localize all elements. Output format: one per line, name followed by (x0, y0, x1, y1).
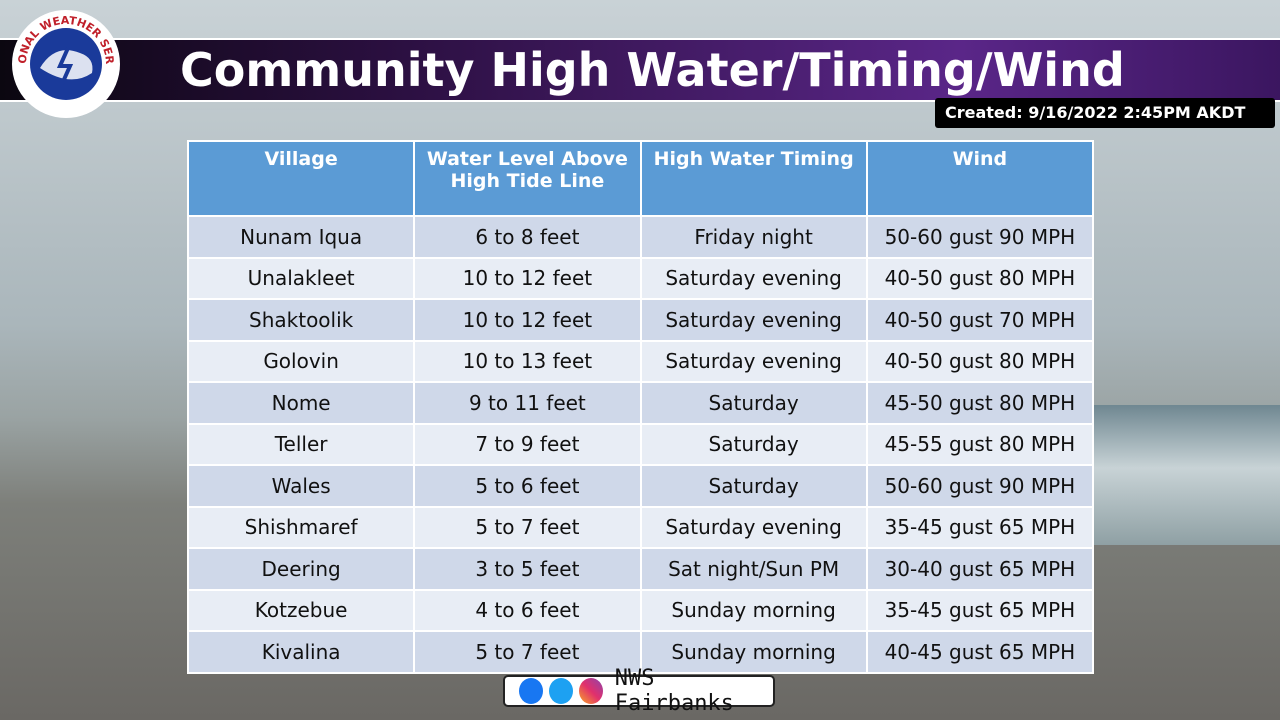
table-row: Kivalina 5 to 7 feet Sunday morning 40-45 g… (186, 630, 1095, 674)
table-cell: 35-45 gust 65 MPH (865, 505, 1095, 549)
table-cell: 40-50 gust 80 MPH (865, 256, 1095, 300)
table-cell: 35-45 gust 65 MPH (865, 588, 1095, 632)
table-cell: 50-60 gust 90 MPH (865, 215, 1095, 259)
header-row: Village Water Level Above High Tide Line H… (186, 140, 1095, 217)
table-cell: Saturday evening (639, 505, 868, 549)
table-row: Golovin 10 to 13 feet Saturday evening 40-5… (186, 339, 1095, 383)
column-header: Water Level Above High Tide Line (413, 140, 642, 217)
table-row: Teller 7 to 9 feet Saturday 45-55 gust 80 M… (186, 422, 1095, 466)
table-cell: Saturday (639, 422, 868, 466)
column-header: Wind (865, 140, 1095, 217)
table-row: Nome 9 to 11 feet Saturday 45-50 gust 80 MP… (186, 381, 1095, 425)
table-cell: Saturday evening (639, 298, 868, 342)
table-cell: Saturday evening (639, 339, 868, 383)
table-cell: 6 to 8 feet (413, 215, 642, 259)
created-stamp: Created: 9/16/2022 2:45PM AKDT (935, 98, 1275, 128)
table-row: Shishmaref 5 to 7 feet Saturday evening 35-… (186, 505, 1095, 549)
table-cell: Kotzebue (186, 588, 416, 632)
table-row: Nunam Iqua 6 to 8 feet Friday night 50-60 g… (186, 215, 1095, 259)
table-cell: 5 to 7 feet (413, 630, 642, 674)
table-cell: 40-50 gust 70 MPH (865, 298, 1095, 342)
table-cell: Golovin (186, 339, 416, 383)
table-cell: Teller (186, 422, 416, 466)
table-cell: 9 to 11 feet (413, 381, 642, 425)
table-cell: 4 to 6 feet (413, 588, 642, 632)
table-cell: Deering (186, 547, 416, 591)
table-cell: Saturday (639, 464, 868, 508)
table-cell: 40-45 gust 65 MPH (865, 630, 1095, 674)
table-row: Kotzebue 4 to 6 feet Sunday morning 35-45 g… (186, 588, 1095, 632)
table-cell: Sunday morning (639, 630, 868, 674)
sea-background (1094, 405, 1280, 545)
title: Community High Water/Timing/Wind (180, 43, 1125, 97)
table-cell: Sat night/Sun PM (639, 547, 868, 591)
footer-label: NWS Fairbanks (614, 666, 734, 716)
table-cell: 10 to 12 feet (413, 256, 642, 300)
table-cell: 5 to 6 feet (413, 464, 642, 508)
twitter-icon (548, 678, 573, 704)
table-cell: Unalakleet (186, 256, 416, 300)
table-cell: 40-50 gust 80 MPH (865, 339, 1095, 383)
table-row: Shaktoolik 10 to 12 feet Saturday evening 4… (186, 298, 1095, 342)
table-cell: Wales (186, 464, 416, 508)
table-row: Deering 3 to 5 feet Sat night/Sun PM 30-40 … (186, 547, 1095, 591)
table-cell: 7 to 9 feet (413, 422, 642, 466)
table-cell: 50-60 gust 90 MPH (865, 464, 1095, 508)
table-cell: 45-55 gust 80 MPH (865, 422, 1095, 466)
table-cell: Sunday morning (639, 588, 868, 632)
table-body: Nunam Iqua 6 to 8 feet Friday night 50-60 g… (186, 215, 1095, 674)
footer-badge: NWS Fairbanks (503, 666, 775, 716)
table-cell: Kivalina (186, 630, 416, 674)
header-bar (0, 38, 1280, 102)
table-cell: 10 to 12 feet (413, 298, 642, 342)
table-cell: Nunam Iqua (186, 215, 416, 259)
forecast-table: Village Water Level Above High Tide Line H… (186, 140, 1095, 674)
table-cell: Saturday (639, 381, 868, 425)
table-row: Wales 5 to 6 feet Saturday 50-60 gust 90 MP… (186, 464, 1095, 508)
nws-logo: NATIONAL WEATHER SERVICE (10, 8, 120, 118)
table-cell: 5 to 7 feet (413, 505, 642, 549)
table-cell: Shaktoolik (186, 298, 416, 342)
table-cell: 30-40 gust 65 MPH (865, 547, 1095, 591)
table-cell: Nome (186, 381, 416, 425)
facebook-icon (519, 678, 543, 704)
table-cell: Friday night (639, 215, 868, 259)
column-header: High Water Timing (639, 140, 868, 217)
table-cell: Shishmaref (186, 505, 416, 549)
column-header: Village (186, 140, 416, 217)
table-cell: 10 to 13 feet (413, 339, 642, 383)
table-cell: Saturday evening (639, 256, 868, 300)
table-row: Unalakleet 10 to 12 feet Saturday evening 4… (186, 256, 1095, 300)
instagram-icon (578, 678, 603, 704)
table-cell: 3 to 5 feet (413, 547, 642, 591)
table-cell: 45-50 gust 80 MPH (865, 381, 1095, 425)
